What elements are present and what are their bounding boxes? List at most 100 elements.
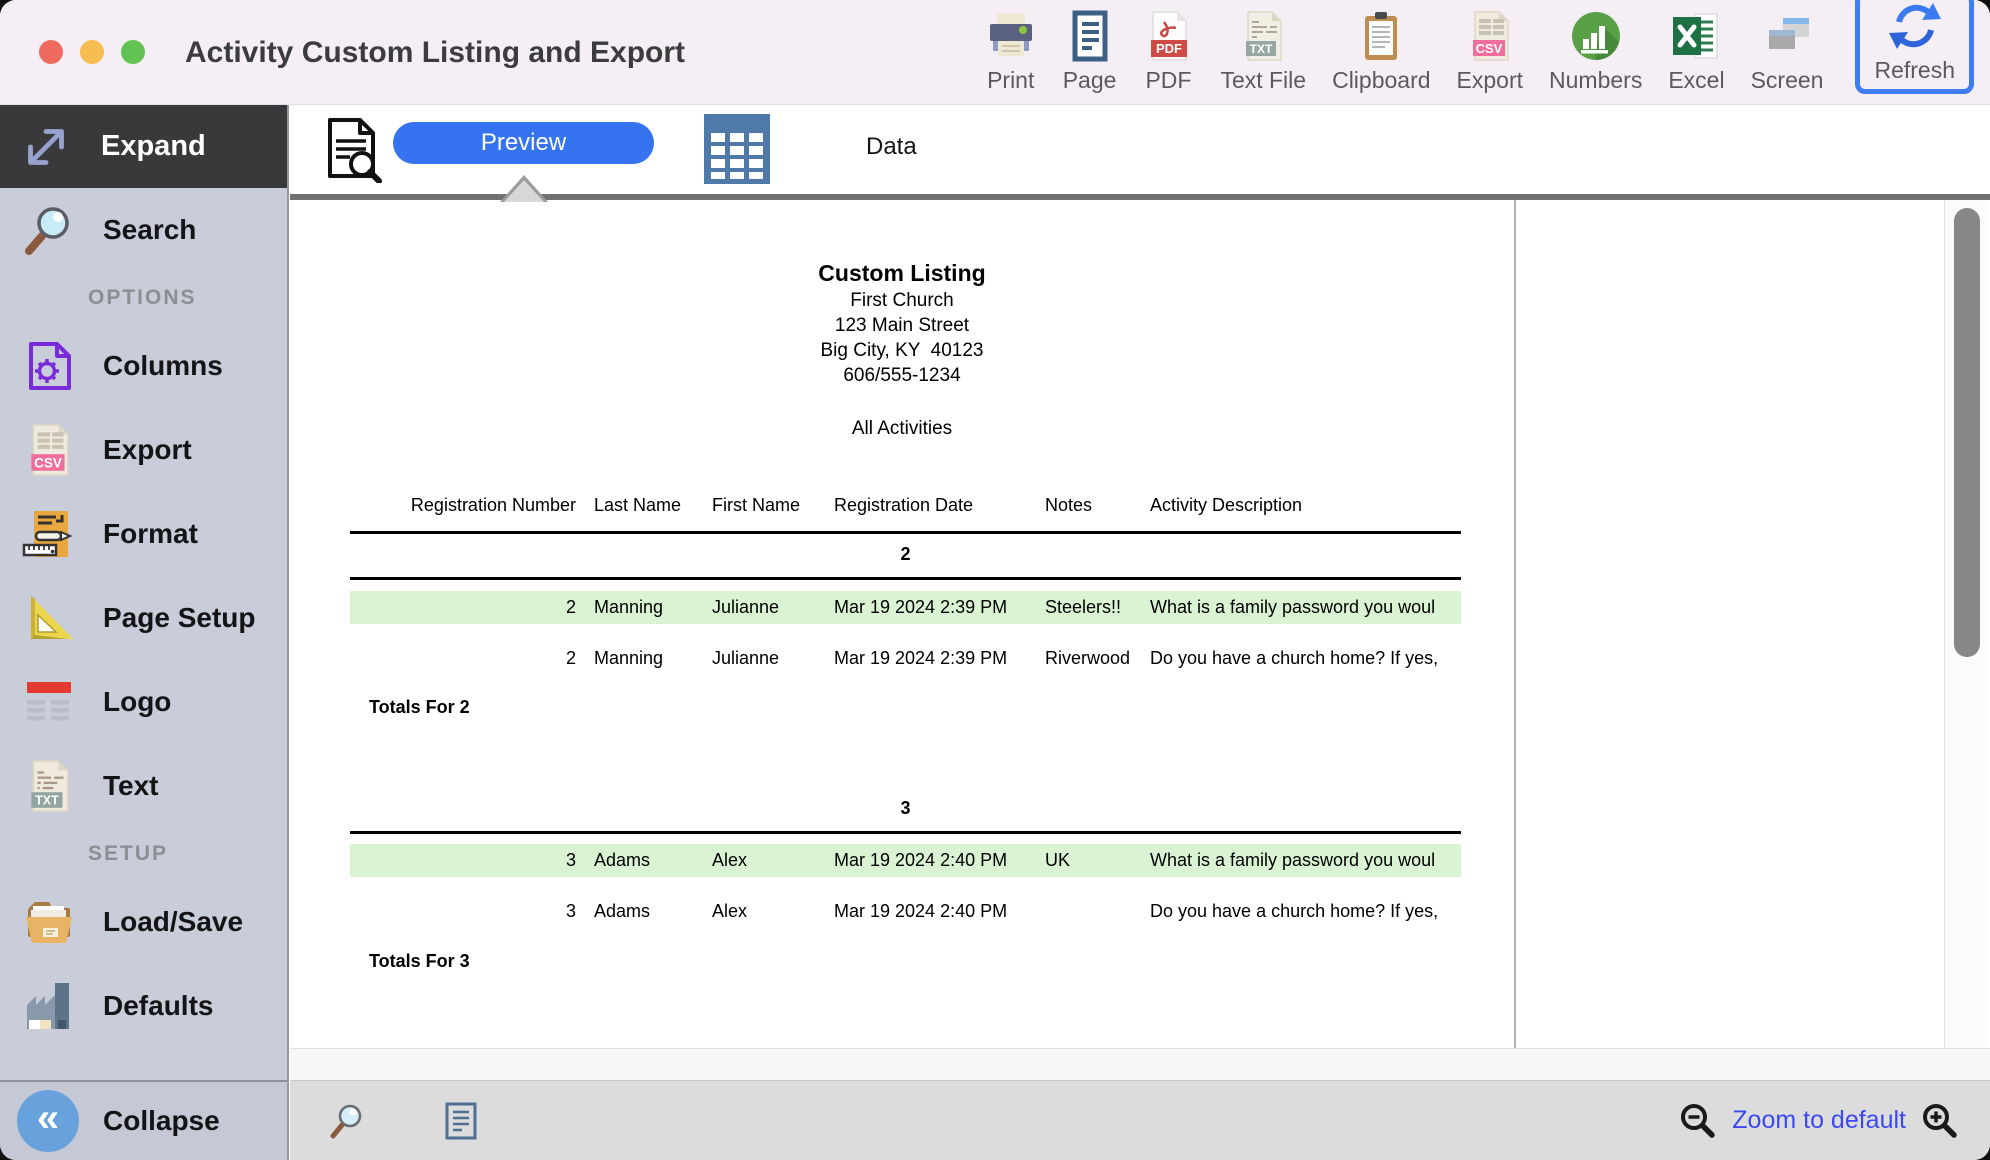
sidebar-item-logo[interactable]: Logo xyxy=(0,660,287,744)
zoom-in-icon[interactable] xyxy=(1920,1101,1960,1141)
traffic-lights xyxy=(39,40,145,64)
logo-letterhead-icon xyxy=(27,682,71,721)
sidebar-item-format[interactable]: Format xyxy=(0,492,287,576)
load-save-label: Load/Save xyxy=(103,906,244,937)
cell-notes: Steelers!! xyxy=(1045,597,1122,617)
clipboard-button[interactable]: Clipboard xyxy=(1332,10,1431,94)
svg-text:PDF: PDF xyxy=(1156,41,1182,56)
report-address: 123 Main Street xyxy=(834,315,970,336)
search-icon xyxy=(25,207,69,255)
cell-registration-number: 3 xyxy=(565,900,576,921)
zoom-out-icon[interactable] xyxy=(1678,1101,1718,1141)
cell-registration-number: 2 xyxy=(565,597,576,617)
refresh-button[interactable]: Refresh xyxy=(1874,0,1955,84)
report-title: Custom Listing xyxy=(818,260,986,286)
preview-document-icon[interactable] xyxy=(324,117,382,183)
csv-file-icon: CSV xyxy=(1472,11,1509,61)
zoom-window-button[interactable] xyxy=(121,40,145,64)
table-row: 3 Adams Alex Mar 19 2024 2:40 PM Do you … xyxy=(350,898,1461,924)
text-label: Text xyxy=(103,770,159,801)
print-label: Print xyxy=(987,67,1035,93)
cell-registration-number: 2 xyxy=(565,647,576,668)
sidebar-section-setup: SETUP xyxy=(88,842,169,865)
clipboard-icon xyxy=(1365,12,1398,60)
page-edge-divider xyxy=(1514,200,1516,1048)
page-setup-triangle-icon xyxy=(31,596,73,639)
expand-button[interactable]: Expand xyxy=(0,105,287,188)
document-tool-icon[interactable] xyxy=(441,1101,481,1141)
group-rule xyxy=(350,577,1461,580)
cell-registration-date: Mar 19 2024 2:39 PM xyxy=(834,597,1008,617)
cell-notes: UK xyxy=(1045,850,1071,870)
column-header-registration-date: Registration Date xyxy=(834,494,974,515)
tab-data[interactable]: Data xyxy=(866,133,917,160)
table-row: 2 Manning Julianne Mar 19 2024 2:39 PM R… xyxy=(350,645,1461,671)
cell-first-name: Alex xyxy=(712,900,748,921)
table-header-row: Registration Number Last Name First Name… xyxy=(350,492,1461,518)
minimize-window-button[interactable] xyxy=(80,40,104,64)
svg-text:CSV: CSV xyxy=(1475,41,1502,56)
tab-preview[interactable]: Preview xyxy=(393,122,654,164)
cell-notes: Riverwood xyxy=(1045,647,1131,668)
text-file-button[interactable]: TXT Text File xyxy=(1220,10,1306,94)
txt-file-icon: TXT xyxy=(31,760,69,812)
cell-first-name: Julianne xyxy=(712,597,780,617)
vertical-scrollbar[interactable] xyxy=(1944,200,1988,1048)
screen-label: Screen xyxy=(1750,67,1824,93)
toolbar: Print Page PDF xyxy=(985,0,1974,102)
column-header-last-name: Last Name xyxy=(594,494,682,515)
cell-activity-description: Do you have a church home? If yes, xyxy=(1150,647,1439,668)
sidebar-item-page-setup[interactable]: Page Setup xyxy=(0,576,287,660)
numbers-button[interactable]: Numbers xyxy=(1549,10,1642,94)
search-label: Search xyxy=(103,214,197,245)
txt-file-icon: TXT xyxy=(1246,11,1282,61)
cell-activity-description: Do you have a church home? If yes, xyxy=(1150,900,1439,921)
cell-registration-date: Mar 19 2024 2:40 PM xyxy=(834,900,1008,921)
sidebar-item-load-save[interactable]: Load/Save xyxy=(0,880,287,964)
pdf-file-icon: PDF xyxy=(1151,11,1188,61)
page-icon xyxy=(1072,10,1108,62)
scrollbar-thumb[interactable] xyxy=(1954,208,1980,657)
export-button[interactable]: CSV Export xyxy=(1457,10,1523,94)
excel-button[interactable]: Excel xyxy=(1668,10,1725,94)
refresh-highlight-box: Refresh xyxy=(1855,0,1974,94)
cell-first-name: Alex xyxy=(712,850,748,870)
svg-text:TXT: TXT xyxy=(1250,42,1273,56)
group-header: 3 xyxy=(900,798,911,818)
sidebar-item-text[interactable]: TXT Text xyxy=(0,744,287,828)
group-totals: Totals For 2 xyxy=(369,697,470,717)
magnifier-tool-icon[interactable] xyxy=(327,1101,367,1141)
group-totals: Totals For 3 xyxy=(369,951,470,971)
format-icon xyxy=(22,511,73,557)
screen-button[interactable]: Screen xyxy=(1750,10,1824,94)
clipboard-label: Clipboard xyxy=(1332,67,1431,93)
refresh-icon xyxy=(1888,3,1941,49)
sidebar-item-search[interactable]: Search xyxy=(0,188,287,272)
cell-last-name: Adams xyxy=(594,850,651,870)
column-header-registration-number: Registration Number xyxy=(410,494,576,515)
sidebar-item-columns[interactable]: Columns xyxy=(0,324,287,408)
cell-last-name: Manning xyxy=(594,597,664,617)
table-row: 2 Manning Julianne Mar 19 2024 2:39 PM S… xyxy=(350,591,1461,624)
print-button[interactable]: Print xyxy=(985,10,1037,94)
defaults-factory-icon xyxy=(27,983,69,1029)
data-table-icon[interactable] xyxy=(704,114,770,184)
page-button[interactable]: Page xyxy=(1063,10,1116,94)
collapse-button[interactable]: « Collapse xyxy=(0,1080,287,1160)
sidebar-item-defaults[interactable]: Defaults xyxy=(0,964,287,1048)
close-window-button[interactable] xyxy=(39,40,63,64)
collapse-chevron-icon: « xyxy=(17,1090,79,1152)
zoom-controls: Zoom to default xyxy=(1678,1081,1960,1160)
sidebar-item-export[interactable]: CSV Export xyxy=(0,408,287,492)
text-file-label: Text File xyxy=(1220,67,1307,93)
numbers-label: Numbers xyxy=(1549,67,1643,93)
zoom-to-default-link[interactable]: Zoom to default xyxy=(1732,1106,1906,1134)
preview-tab-label: Preview xyxy=(480,129,567,156)
tabbar-divider xyxy=(290,194,1990,200)
pdf-button[interactable]: PDF PDF xyxy=(1142,10,1194,94)
refresh-label: Refresh xyxy=(1874,57,1955,83)
csv-file-icon: CSV xyxy=(31,424,69,476)
cell-last-name: Adams xyxy=(594,900,651,921)
screen-windows-icon xyxy=(1769,18,1810,49)
